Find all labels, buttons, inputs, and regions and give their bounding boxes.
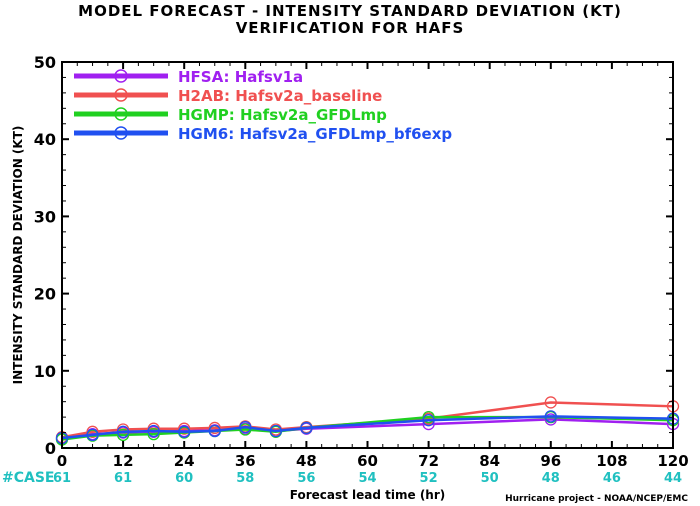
x-tick-label: 48: [296, 452, 317, 470]
case-count: 48: [542, 471, 560, 486]
case-count: 61: [114, 471, 132, 486]
x-axis-label: Forecast lead time (hr): [290, 488, 446, 502]
data-point: [86, 428, 99, 442]
x-tick-label: 60: [357, 452, 378, 470]
series-lines: [55, 396, 680, 446]
case-count: 61: [53, 471, 71, 486]
legend-marker: [114, 107, 128, 121]
case-count: 52: [420, 471, 438, 486]
legend-marker: [114, 88, 128, 102]
chart-title: MODEL FORECAST - INTENSITY STANDARD DEVI…: [78, 2, 622, 20]
data-point: [422, 410, 435, 424]
data-point: [147, 427, 160, 441]
data-point: [208, 424, 221, 438]
case-count-label: #CASE: [2, 470, 55, 486]
y-tick-label: 40: [34, 130, 56, 149]
data-point: [544, 396, 557, 409]
x-tick-label: 84: [479, 452, 500, 470]
y-tick-label: 0: [45, 439, 56, 458]
y-tick-label: 30: [34, 207, 56, 226]
legend-label: HGMP: Hafsv2a_GFDLmp: [178, 106, 387, 124]
data-point: [116, 425, 130, 438]
x-tick-label: 12: [113, 452, 134, 470]
case-count: 46: [603, 471, 621, 486]
data-point: [544, 410, 557, 423]
x-tick-label: 24: [174, 452, 195, 470]
legend-marker: [114, 126, 128, 140]
case-count: 60: [175, 471, 193, 486]
y-tick-label: 50: [34, 53, 56, 72]
case-count: 50: [481, 471, 499, 486]
x-tick-label: 72: [418, 452, 439, 470]
x-tick-label: 0: [57, 452, 67, 470]
legend-label: HGM6: Hafsv2a_GFDLmp_bf6exp: [178, 125, 452, 143]
y-tick-label: 10: [34, 362, 56, 381]
data-point: [178, 422, 191, 435]
x-tick-label: 96: [540, 452, 561, 470]
data-point: [422, 414, 435, 427]
axes: 0 10 20 30 40 50 0 12 24 36 48 60 72 84 96 108 120 61 61 60…: [34, 53, 689, 486]
data-point: [300, 421, 313, 435]
credit-text: Hurricane project - NOAA/NCEP/EMC: [505, 494, 688, 504]
data-point: [208, 421, 221, 435]
y-tick-label: 20: [34, 285, 56, 304]
case-count: 58: [236, 471, 254, 486]
case-count: 44: [664, 471, 682, 486]
legend-label: H2AB: Hafsv2a_baseline: [178, 87, 382, 105]
data-point: [86, 425, 99, 438]
x-tick-label: 120: [657, 452, 688, 470]
data-point: [147, 424, 160, 438]
data-point: [239, 421, 252, 434]
data-point: [269, 424, 283, 438]
x-tick-label: 36: [235, 452, 256, 470]
legend-label: HFSA: Hafsv1a: [178, 68, 303, 86]
chart-subtitle: VERIFICATION FOR HAFS: [235, 19, 465, 37]
case-count: 54: [358, 471, 376, 486]
y-axis-label: INTENSITY STANDARD DEVIATION (KT): [11, 126, 25, 385]
legend-marker: [114, 69, 128, 83]
x-tick-label: 108: [596, 452, 627, 470]
case-count: 56: [297, 471, 315, 486]
data-point: [178, 425, 191, 438]
data-point: [116, 428, 130, 442]
